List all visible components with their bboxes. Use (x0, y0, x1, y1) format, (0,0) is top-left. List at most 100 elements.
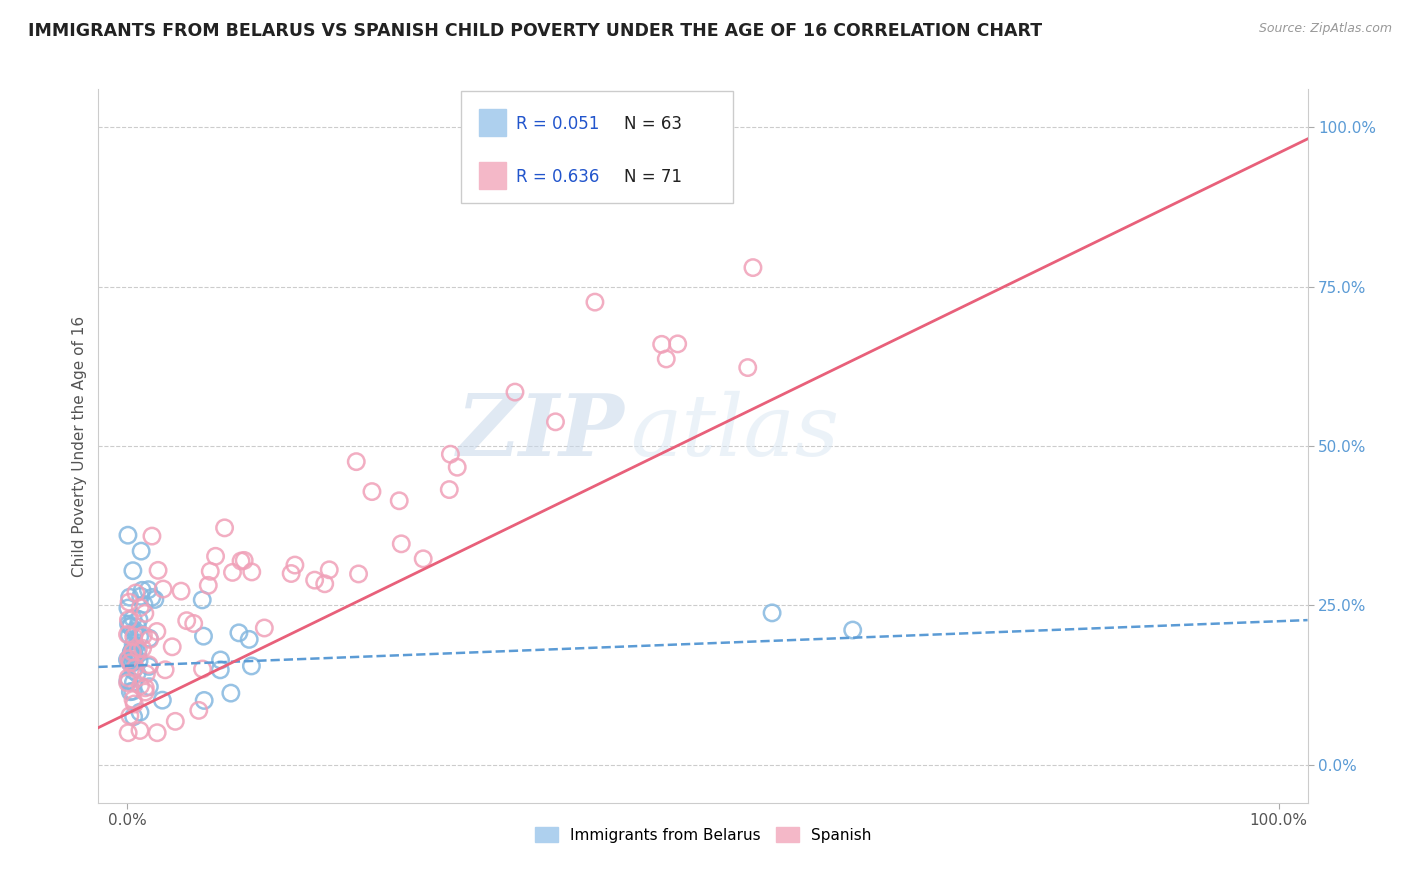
Point (439, 483, 461, 497)
Point (117, 528, 139, 542)
Point (118, 673, 141, 688)
Point (121, 645, 143, 659)
FancyBboxPatch shape (479, 110, 506, 136)
Point (146, 624, 169, 639)
Point (124, 624, 146, 638)
Point (121, 643, 143, 657)
Point (544, 415, 567, 429)
Point (138, 659, 160, 673)
Text: atlas: atlas (630, 391, 839, 473)
Point (193, 629, 215, 643)
Point (361, 484, 384, 499)
Point (191, 593, 214, 607)
Point (209, 663, 232, 677)
Point (761, 606, 783, 620)
Point (209, 653, 232, 667)
Point (117, 601, 139, 615)
Point (118, 591, 141, 605)
Point (229, 554, 252, 568)
Point (122, 675, 145, 690)
Point (737, 360, 759, 375)
Point (118, 595, 141, 609)
Point (141, 591, 163, 605)
Point (129, 705, 152, 719)
Point (389, 537, 412, 551)
Point (122, 649, 145, 664)
Point (129, 679, 152, 693)
Point (129, 600, 152, 615)
Point (841, 623, 863, 637)
Point (138, 582, 160, 597)
Point (183, 616, 205, 631)
Point (134, 607, 156, 621)
Point (152, 582, 174, 596)
Point (651, 337, 673, 351)
Point (131, 583, 153, 598)
Point (128, 654, 150, 668)
Point (165, 714, 187, 729)
Point (117, 725, 139, 739)
Point (284, 558, 307, 572)
Point (221, 566, 243, 580)
Point (134, 681, 156, 695)
Point (132, 598, 155, 612)
Text: N = 63: N = 63 (624, 115, 682, 133)
Point (120, 656, 142, 670)
Point (138, 680, 160, 694)
Point (191, 662, 214, 676)
Point (228, 625, 250, 640)
Point (742, 260, 765, 275)
Point (121, 648, 143, 662)
Point (127, 646, 149, 660)
Point (124, 625, 146, 640)
Point (120, 619, 142, 633)
Point (214, 521, 236, 535)
Point (238, 632, 260, 647)
Point (122, 630, 145, 644)
Point (344, 455, 367, 469)
Point (122, 646, 145, 660)
Point (187, 703, 209, 717)
Point (176, 614, 198, 628)
Text: R = 0.051: R = 0.051 (516, 115, 599, 133)
Y-axis label: Child Poverty Under the Age of 16: Child Poverty Under the Age of 16 (72, 316, 87, 576)
Point (118, 653, 141, 667)
Point (666, 337, 689, 351)
Point (318, 563, 340, 577)
Point (120, 646, 142, 660)
Point (125, 666, 148, 681)
Point (121, 684, 143, 698)
Text: ZIP: ZIP (457, 390, 624, 474)
Point (121, 645, 143, 659)
FancyBboxPatch shape (479, 162, 506, 189)
Point (143, 592, 166, 607)
Text: IMMIGRANTS FROM BELARUS VS SPANISH CHILD POVERTY UNDER THE AGE OF 16 CORRELATION: IMMIGRANTS FROM BELARUS VS SPANISH CHILD… (28, 22, 1042, 40)
Point (412, 551, 434, 566)
Point (127, 642, 149, 657)
Point (122, 697, 145, 711)
Point (170, 584, 193, 599)
Point (197, 578, 219, 592)
Text: N = 71: N = 71 (624, 168, 682, 186)
Point (146, 725, 169, 739)
Point (219, 686, 242, 700)
Point (120, 619, 142, 633)
Point (200, 564, 222, 578)
Point (138, 632, 160, 647)
Point (439, 447, 461, 461)
FancyBboxPatch shape (461, 91, 734, 203)
Point (135, 666, 157, 681)
Point (124, 660, 146, 674)
Point (128, 630, 150, 644)
Point (125, 586, 148, 600)
Point (240, 659, 263, 673)
Legend: Immigrants from Belarus, Spanish: Immigrants from Belarus, Spanish (529, 821, 877, 848)
Text: R = 0.636: R = 0.636 (516, 168, 599, 186)
Point (138, 632, 160, 646)
Point (446, 460, 468, 475)
Point (129, 544, 152, 558)
Point (120, 653, 142, 667)
Point (122, 664, 145, 678)
Point (503, 385, 526, 400)
Point (124, 650, 146, 665)
